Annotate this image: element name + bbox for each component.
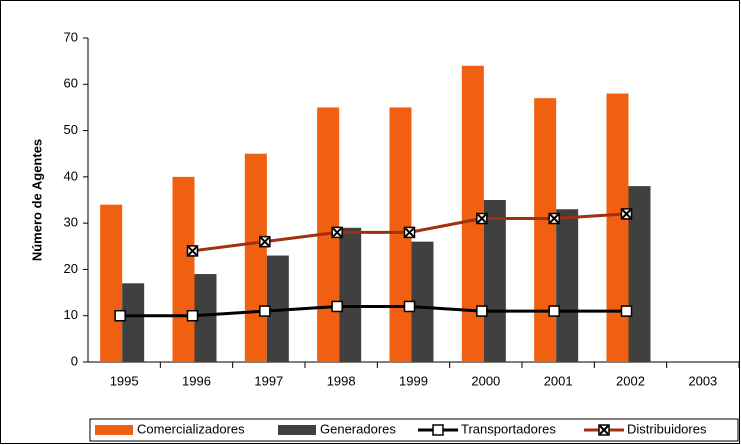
- x-tick-label: 2003: [688, 373, 717, 388]
- y-tick-label: 20: [64, 261, 78, 276]
- bar: [606, 93, 629, 363]
- legend-box: [89, 418, 739, 442]
- line-marker: [548, 305, 560, 317]
- y-tick-label: 70: [64, 29, 78, 44]
- line-marker: [403, 300, 416, 313]
- x-tick-label: 2002: [616, 373, 645, 388]
- bar: [194, 274, 217, 362]
- line-marker: [403, 226, 416, 239]
- bar: [411, 241, 434, 362]
- legend-swatch: [278, 425, 316, 435]
- bar: [534, 98, 557, 363]
- bar: [556, 209, 579, 362]
- x-tick-label: 1999: [399, 373, 428, 388]
- line-marker: [186, 309, 199, 322]
- legend-label: Transportadores: [461, 421, 556, 436]
- y-tick-label: 30: [64, 215, 78, 230]
- y-axis-label: Número de Agentes: [29, 139, 44, 261]
- bar: [339, 227, 362, 362]
- x-tick-label: 2000: [471, 373, 500, 388]
- line-marker: [548, 212, 560, 225]
- bar: [122, 283, 145, 362]
- y-tick-label: 50: [64, 122, 78, 137]
- legend-label: Generadores: [320, 421, 396, 436]
- y-tick-label: 10: [64, 307, 78, 322]
- line-marker: [259, 305, 271, 317]
- legend-swatch: [95, 425, 133, 435]
- bar: [461, 65, 484, 363]
- y-tick-label: 60: [64, 76, 78, 91]
- line: [120, 304, 627, 318]
- x-tick-label: 1997: [254, 373, 283, 388]
- y-tick-label: 0: [71, 353, 78, 368]
- y-tick-label: 40: [64, 168, 78, 183]
- bar: [172, 176, 195, 362]
- x-tick-label: 1995: [110, 373, 139, 388]
- x-tick-label: 1998: [327, 373, 356, 388]
- line-marker: [186, 245, 199, 257]
- x-tick-label: 2001: [544, 373, 573, 388]
- line-marker: [114, 309, 126, 322]
- legend-marker: [598, 424, 610, 436]
- line-marker: [331, 226, 343, 239]
- legend-label: Comercializadores: [137, 421, 245, 436]
- bar: [628, 186, 651, 362]
- bar: [244, 153, 267, 362]
- x-tick-label: 1996: [182, 373, 211, 388]
- line-marker: [620, 208, 633, 220]
- line-marker: [476, 212, 488, 225]
- bar: [483, 200, 506, 362]
- bar: [100, 204, 123, 362]
- bar: [389, 107, 412, 362]
- line-marker: [476, 305, 488, 317]
- line-marker: [620, 305, 633, 317]
- line-marker: [259, 235, 271, 248]
- legend-marker: [432, 424, 444, 436]
- line-marker: [331, 300, 343, 313]
- legend-label: Distribuidores: [627, 421, 707, 436]
